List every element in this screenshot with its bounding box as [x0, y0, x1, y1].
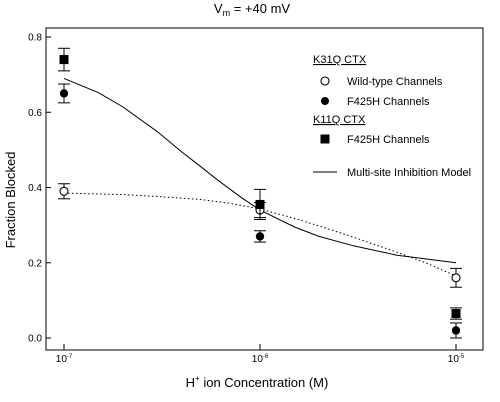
legend: K31Q CTX Wild-type Channels F425H Channe…: [313, 54, 471, 179]
model-curve-solid: [63, 77, 457, 264]
x-tick-label: 10-6: [252, 354, 269, 365]
data-point-filled-square: [59, 55, 69, 65]
x-tick-label: 10-7: [56, 354, 73, 365]
model-curves: [63, 77, 457, 277]
legend-label-model: Multi-site Inhibition Model: [347, 167, 471, 179]
y-tick-label: 0.0: [28, 334, 42, 345]
data-point-open-circle: [59, 186, 69, 196]
legend-label-f425h-circle: F425H Channels: [347, 96, 430, 108]
data-points: [58, 47, 462, 339]
x-axis-ticks: 10-7 10-6 10-5: [56, 344, 465, 365]
y-tick-label: 0.2: [28, 258, 42, 269]
legend-heading-k31q: K31Q CTX: [313, 54, 367, 66]
legend-heading-k11q: K11Q CTX: [313, 114, 366, 126]
chart-title: Vm = +40 mV: [214, 1, 290, 18]
legend-label-f425h-square: F425H Channels: [347, 134, 430, 146]
data-point-filled-circle: [451, 326, 461, 335]
plot-frame: [45, 27, 484, 351]
data-point-filled-circle: [59, 89, 69, 98]
y-tick-label: 0.6: [28, 108, 42, 119]
legend-marker-open-circle: [320, 76, 330, 86]
data-point-filled-square: [451, 309, 461, 319]
data-point-open-circle: [451, 273, 461, 283]
x-tick-label: 10-5: [448, 354, 465, 365]
y-tick-label: 0.8: [28, 33, 42, 44]
legend-marker-filled-square: [320, 134, 330, 144]
x-axis-title: H+ ion Concentration (M): [186, 374, 329, 390]
legend-marker-filled-circle: [321, 97, 329, 105]
legend-label-wild-type: Wild-type Channels: [347, 76, 443, 88]
data-point-filled-circle: [255, 232, 265, 241]
y-axis-title: Fraction Blocked: [3, 152, 18, 249]
data-point-filled-square: [255, 199, 265, 209]
y-axis-ticks: 0.0 0.2 0.4 0.6 0.8: [28, 33, 51, 345]
y-tick-label: 0.4: [28, 183, 42, 194]
